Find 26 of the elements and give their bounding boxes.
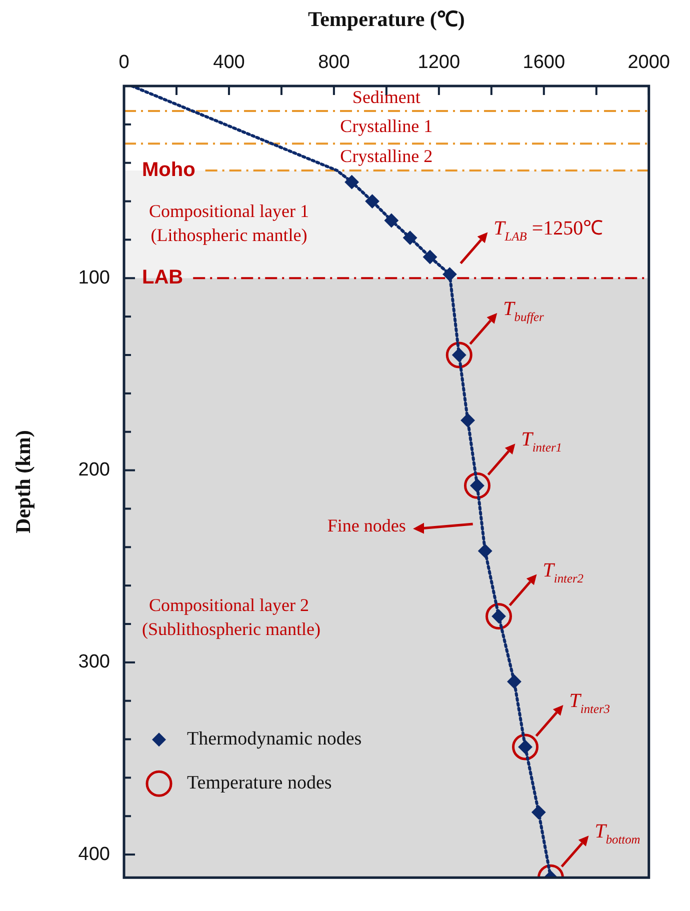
ref-line-label: Moho [142,159,196,182]
annotation: Crystalline 1 [340,116,433,136]
x-axis-title: Temperature (℃) [308,7,465,32]
band-label: Compositional layer 2 (Sublithospheric mantle) [137,594,320,639]
point [512,734,539,760]
x-tick-label: 0 [118,52,130,73]
y-tick-label: 400 [78,844,110,865]
annotation: Sediment [352,87,420,108]
y-tick-label: 300 [78,652,110,673]
x-tick-label: 400 [213,52,245,73]
ref-line-label: LAB [142,266,184,289]
legend-label: Temperature nodes [187,772,332,794]
y-axis-title: Depth (km) [11,430,36,534]
x-tick-label: 2000 [628,52,670,73]
x-tick-label: 1200 [418,52,460,73]
band-label: Compositional layer 1 (Lithospheric mantle) [148,201,309,246]
point [486,603,512,630]
legend-label: Thermodynamic nodes [187,728,362,750]
point [446,342,472,368]
annotation: Fine nodes [327,516,406,536]
y-tick-label: 200 [78,460,110,481]
annotation: Crystalline 2 [340,146,433,166]
point [464,472,490,499]
y-tick-label: 100 [78,267,110,288]
x-tick-label: 1600 [522,52,566,73]
x-tick-label: 800 [318,52,350,73]
